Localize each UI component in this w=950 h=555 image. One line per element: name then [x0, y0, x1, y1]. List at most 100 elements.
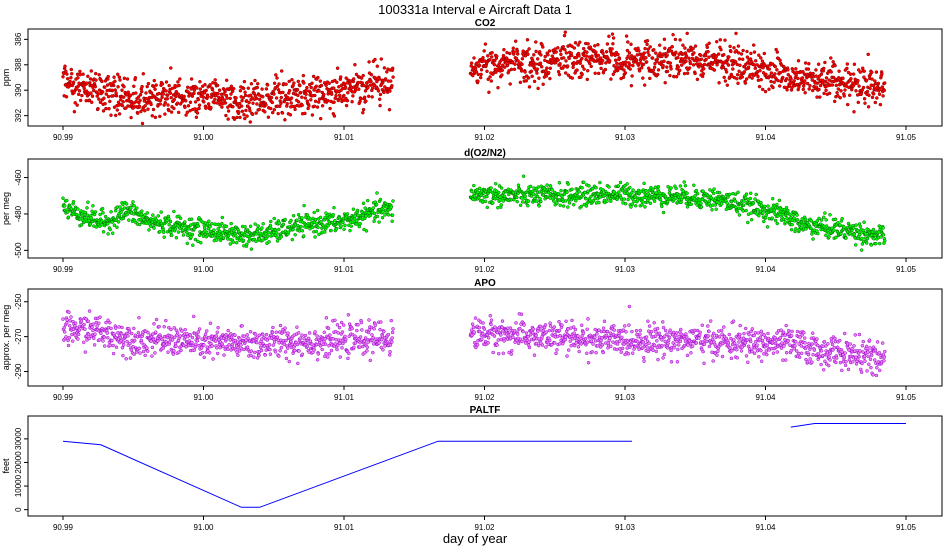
data-point	[588, 62, 591, 65]
data-point	[847, 222, 850, 225]
data-point	[288, 360, 291, 363]
y-tick-label: -250	[14, 293, 23, 310]
data-point	[521, 200, 524, 203]
x-tick-label: 91.02	[474, 265, 495, 274]
data-point	[839, 224, 842, 227]
data-point	[286, 102, 289, 105]
data-point	[336, 348, 339, 351]
data-point	[318, 90, 321, 93]
data-point	[616, 343, 619, 346]
data-point	[655, 339, 658, 342]
data-point	[313, 105, 316, 108]
data-point	[794, 67, 797, 70]
data-point	[781, 76, 784, 79]
data-point	[265, 87, 268, 90]
data-point	[188, 227, 191, 230]
data-point	[151, 214, 154, 217]
data-point	[589, 46, 592, 49]
data-point	[500, 187, 503, 190]
data-point	[67, 339, 70, 342]
data-point	[347, 352, 350, 355]
data-point	[679, 38, 682, 41]
data-point	[634, 204, 637, 207]
data-point	[790, 228, 793, 231]
data-point	[129, 94, 132, 97]
data-point	[201, 351, 204, 354]
x-tick-label: 91.04	[755, 133, 776, 142]
data-point	[489, 314, 492, 317]
data-point	[533, 337, 536, 340]
data-point	[754, 59, 757, 62]
data-point	[150, 355, 153, 358]
data-point	[855, 89, 858, 92]
data-point	[184, 106, 187, 109]
data-point	[141, 122, 144, 125]
data-point	[335, 227, 338, 230]
data-point	[316, 358, 319, 361]
data-point	[316, 335, 319, 338]
data-point	[745, 193, 748, 196]
data-point	[138, 347, 141, 350]
data-point	[474, 67, 477, 70]
data-point	[804, 91, 807, 94]
data-point	[208, 351, 211, 354]
data-point	[480, 338, 483, 341]
data-point	[391, 220, 394, 223]
data-point	[158, 325, 161, 328]
data-point	[316, 209, 319, 212]
data-point	[825, 218, 828, 221]
data-point	[391, 331, 394, 334]
data-point	[548, 329, 551, 332]
data-point	[757, 214, 760, 217]
data-point	[555, 202, 558, 205]
data-point	[126, 213, 129, 216]
data-point	[171, 339, 174, 342]
plot-area	[62, 175, 887, 252]
data-point	[197, 331, 200, 334]
data-point	[118, 76, 121, 79]
data-point	[104, 102, 107, 105]
y-tick-label: -270	[14, 328, 23, 345]
data-point	[587, 361, 590, 364]
data-point	[509, 327, 512, 330]
x-tick-label: 91.00	[193, 265, 214, 274]
data-point	[685, 60, 688, 63]
data-point	[535, 334, 538, 337]
data-point	[161, 338, 164, 341]
data-point	[700, 202, 703, 205]
data-point	[808, 88, 811, 91]
data-point	[717, 53, 720, 56]
data-point	[299, 91, 302, 94]
data-point	[521, 57, 524, 60]
data-point	[371, 95, 374, 98]
data-point	[218, 89, 221, 92]
data-point	[630, 206, 633, 209]
data-point	[91, 204, 94, 207]
data-point	[144, 104, 147, 107]
data-point	[351, 100, 354, 103]
data-point	[601, 336, 604, 339]
data-point	[593, 336, 596, 339]
data-point	[80, 223, 83, 226]
data-point	[558, 181, 561, 184]
data-point	[191, 244, 194, 247]
y-axis: -250-270-290	[14, 293, 28, 379]
data-point	[284, 327, 287, 330]
data-point	[323, 331, 326, 334]
data-point	[644, 205, 647, 208]
data-point	[250, 350, 253, 353]
data-point	[266, 235, 269, 238]
data-point	[271, 111, 274, 114]
data-point	[344, 85, 347, 88]
data-point	[686, 72, 689, 75]
data-point	[624, 60, 627, 63]
data-point	[646, 320, 649, 323]
data-point	[127, 91, 130, 94]
data-point	[630, 84, 633, 87]
data-point	[389, 350, 392, 353]
data-point	[379, 328, 382, 331]
data-point	[189, 101, 192, 104]
data-point	[818, 88, 821, 91]
data-point	[718, 191, 721, 194]
data-point	[515, 196, 518, 199]
